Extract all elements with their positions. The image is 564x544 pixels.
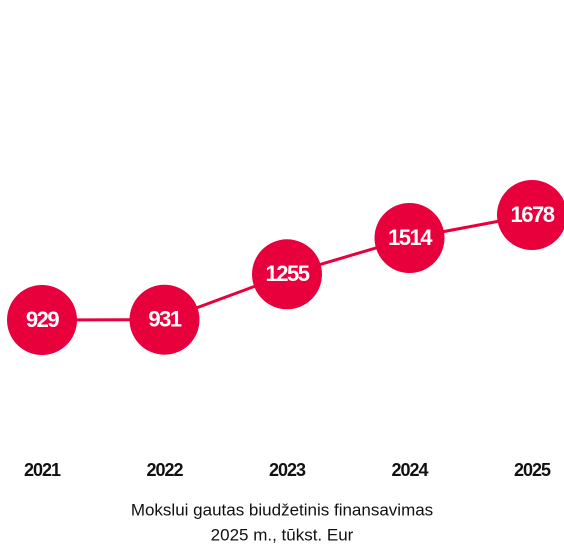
x-tick-label: 2021	[24, 460, 61, 480]
chart-title: Mokslui gautas biudžetinis finansavimas	[131, 500, 433, 519]
point	[129, 284, 200, 355]
data-label: 929	[26, 307, 59, 332]
point	[7, 285, 77, 355]
data-label: 931	[148, 307, 181, 332]
x-tick-label: 2024	[391, 460, 428, 480]
x-tick-label: 2025	[514, 460, 551, 480]
point	[497, 180, 564, 250]
x-tick-label: 2023	[269, 460, 306, 480]
chart-subtitle: 2025 m., tūkst. Eur	[211, 525, 354, 544]
x-tick-label: 2022	[146, 460, 183, 480]
data-label: 1678	[511, 202, 555, 227]
data-label: 1255	[266, 261, 310, 286]
data-label: 1514	[388, 225, 433, 250]
point	[374, 202, 445, 273]
point	[252, 239, 322, 310]
